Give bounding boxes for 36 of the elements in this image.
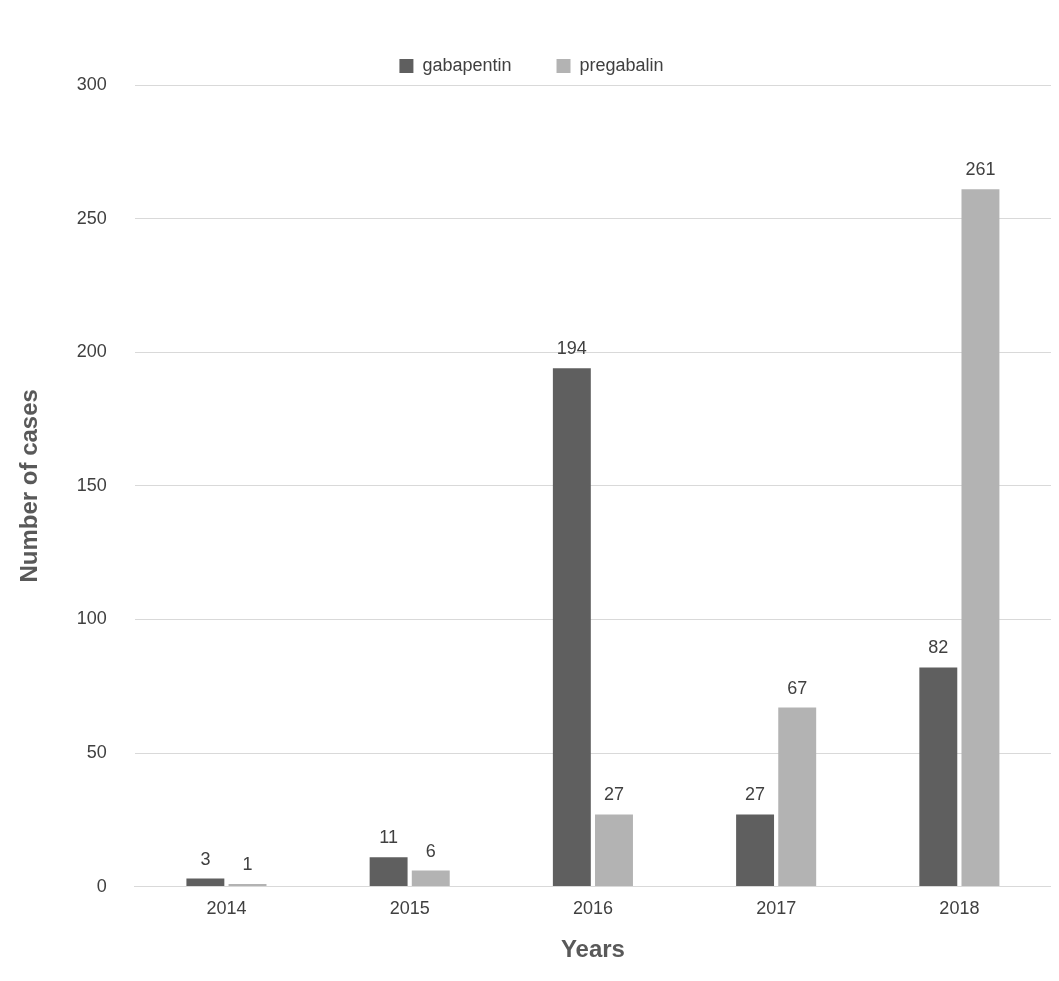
data-label: 27 — [603, 784, 624, 805]
legend-label: gabapentin — [422, 54, 512, 75]
bar — [552, 368, 591, 887]
bar — [411, 870, 450, 887]
bar — [228, 883, 267, 887]
x-tick-label: 2017 — [756, 898, 797, 919]
data-label: 1 — [242, 853, 253, 874]
bar — [186, 878, 225, 887]
x-tick-label: 2014 — [206, 898, 247, 919]
y-tick-label: 150 — [76, 474, 107, 495]
data-label: 3 — [200, 848, 211, 869]
bar — [919, 667, 958, 887]
legend-label: pregabalin — [579, 54, 664, 75]
y-tick-label: 0 — [96, 875, 107, 896]
x-tick-label: 2018 — [939, 898, 980, 919]
bar — [736, 814, 775, 887]
data-label: 194 — [556, 338, 587, 359]
y-tick-label: 200 — [76, 341, 107, 362]
y-tick-label: 50 — [86, 741, 107, 762]
bar — [369, 857, 408, 887]
x-axis-title: Years — [560, 935, 625, 963]
bar — [778, 707, 817, 887]
bar — [595, 814, 633, 887]
data-label: 82 — [928, 637, 949, 658]
y-tick-label: 300 — [76, 73, 107, 94]
data-label: 11 — [379, 827, 398, 848]
x-tick-label: 2016 — [572, 898, 613, 919]
bar — [961, 189, 1000, 887]
y-tick-label: 100 — [76, 608, 107, 629]
data-label: 6 — [425, 840, 436, 861]
y-axis-title: Number of cases — [15, 389, 43, 583]
data-label: 261 — [965, 159, 996, 180]
data-label: 27 — [745, 784, 766, 805]
x-tick-label: 2015 — [389, 898, 430, 919]
y-tick-label: 250 — [76, 207, 107, 228]
data-label: 67 — [787, 677, 808, 698]
